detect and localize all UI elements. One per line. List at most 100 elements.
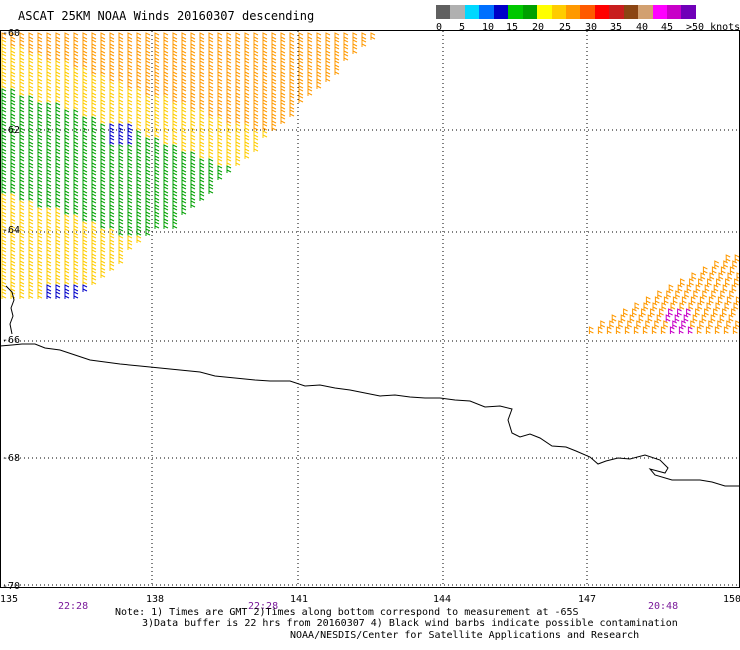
wind-barb [618, 320, 624, 328]
wind-barb [100, 263, 106, 271]
wind-barb [28, 67, 34, 75]
wind-barb [208, 186, 214, 194]
wind-barb [298, 39, 304, 47]
wind-barb [118, 207, 124, 215]
wind-barb [190, 186, 196, 194]
wind-barb [145, 88, 151, 96]
wind-barb [19, 102, 25, 110]
wind-barb [731, 308, 736, 316]
scale-swatch [479, 5, 494, 19]
wind-barb [109, 116, 115, 124]
wind-barb [253, 32, 259, 40]
wind-barb [280, 39, 286, 47]
wind-barb [55, 242, 61, 250]
wind-barb [262, 74, 268, 82]
wind-barb [163, 32, 169, 40]
wind-barb [73, 235, 79, 243]
scale-swatch [609, 5, 624, 19]
wind-barb [100, 172, 106, 180]
wind-barb [199, 39, 205, 47]
wind-barb [217, 39, 223, 47]
wind-barb [19, 291, 25, 299]
wind-barb [82, 130, 88, 138]
wind-barb [46, 284, 52, 292]
wind-barb [172, 102, 178, 110]
wind-barb [55, 186, 61, 194]
wind-barb [262, 60, 268, 68]
wind-barb [10, 249, 16, 257]
wind-barb [253, 53, 259, 61]
wind-barb [280, 46, 286, 54]
wind-barb [606, 326, 612, 334]
wind-barb [190, 46, 196, 54]
wind-barb [28, 235, 34, 243]
wind-barb [298, 81, 304, 89]
wind-barb [199, 186, 205, 194]
wind-barb [181, 207, 187, 215]
wind-barb [28, 249, 34, 257]
wind-barb [163, 172, 169, 180]
wind-barb [190, 130, 196, 138]
scale-label: 20 [532, 22, 545, 33]
wind-barb [645, 296, 651, 304]
wind-barb [235, 39, 241, 47]
wind-barb [316, 81, 322, 89]
wind-barb [28, 242, 34, 250]
wind-barb [109, 179, 115, 187]
wind-barb [199, 88, 205, 96]
wind-barb [145, 165, 151, 173]
pass-time: 22:28 [58, 601, 89, 612]
wind-barb [334, 32, 340, 40]
wind-barb [37, 81, 43, 89]
wind-barb [154, 88, 160, 96]
wind-barb [91, 81, 97, 89]
wind-barb [100, 67, 106, 75]
wind-barb [55, 235, 61, 243]
wind-barb [714, 260, 720, 268]
wind-barb [55, 74, 61, 82]
wind-barb [73, 123, 79, 131]
latitude-label: -64 [2, 225, 20, 236]
wind-barb [208, 102, 214, 110]
wind-barb [127, 151, 133, 159]
wind-barb [723, 260, 729, 268]
wind-barb [672, 320, 678, 328]
longitude-label: 150 [723, 594, 740, 605]
wind-barb [163, 88, 169, 96]
wind-barb [190, 200, 196, 208]
wind-barb [343, 53, 349, 61]
wind-barb [154, 158, 160, 166]
wind-barb [226, 144, 232, 152]
wind-barb [118, 46, 124, 54]
wind-barb [127, 158, 133, 166]
wind-barb [719, 314, 725, 322]
wind-barb [271, 39, 277, 47]
wind-barb [199, 60, 205, 68]
wind-barb [334, 53, 340, 61]
wind-barb [100, 214, 106, 222]
wind-barb [73, 88, 79, 96]
wind-barb [136, 165, 142, 173]
scale-swatch [580, 5, 595, 19]
wind-barb [127, 88, 133, 96]
wind-barb [109, 74, 115, 82]
wind-barb [10, 214, 16, 222]
wind-barb [46, 235, 52, 243]
wind-barb [118, 53, 124, 61]
wind-barb [28, 74, 34, 82]
wind-barb [154, 109, 160, 117]
wind-barb [172, 172, 178, 180]
wind-barb [190, 193, 196, 201]
wind-barb [343, 32, 349, 40]
wind-barb [28, 109, 34, 117]
wind-barb [127, 67, 133, 75]
wind-barb [208, 81, 214, 89]
wind-barb [1, 242, 7, 250]
wind-barb [82, 179, 88, 187]
wind-barb [127, 74, 133, 82]
wind-barb [109, 200, 115, 208]
wind-barb [19, 179, 25, 187]
wind-barb [91, 130, 97, 138]
antarctic-coastline [0, 343, 740, 487]
wind-barb [325, 53, 331, 61]
